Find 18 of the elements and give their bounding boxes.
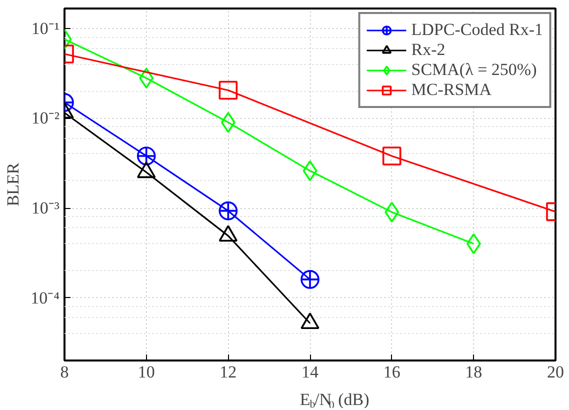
legend-label: Rx-2 [411, 40, 446, 60]
x-tick-label: 14 [302, 362, 319, 382]
y-tick-label: 10⁻² [31, 108, 60, 128]
y-tick-label: 10⁻³ [31, 198, 60, 218]
x-tick-label: 12 [220, 362, 237, 382]
x-tick-label: 16 [383, 362, 400, 382]
legend-label: SCMA(λ = 250%) [411, 60, 537, 80]
y-tick-label: 10⁻⁴ [30, 288, 60, 308]
y-axis-title: BLER [4, 162, 23, 206]
x-tick-label: 18 [465, 362, 482, 382]
legend-label: MC-RSMA [411, 80, 492, 100]
x-tick-label: 10 [138, 362, 155, 382]
legend-label: LDPC-Coded Rx-1 [411, 20, 543, 40]
point [218, 201, 238, 220]
x-tick-label: 8 [60, 362, 69, 382]
point [300, 270, 320, 289]
x-tick-label: 20 [547, 362, 564, 382]
y-tick-label: 10⁻¹ [31, 18, 60, 38]
